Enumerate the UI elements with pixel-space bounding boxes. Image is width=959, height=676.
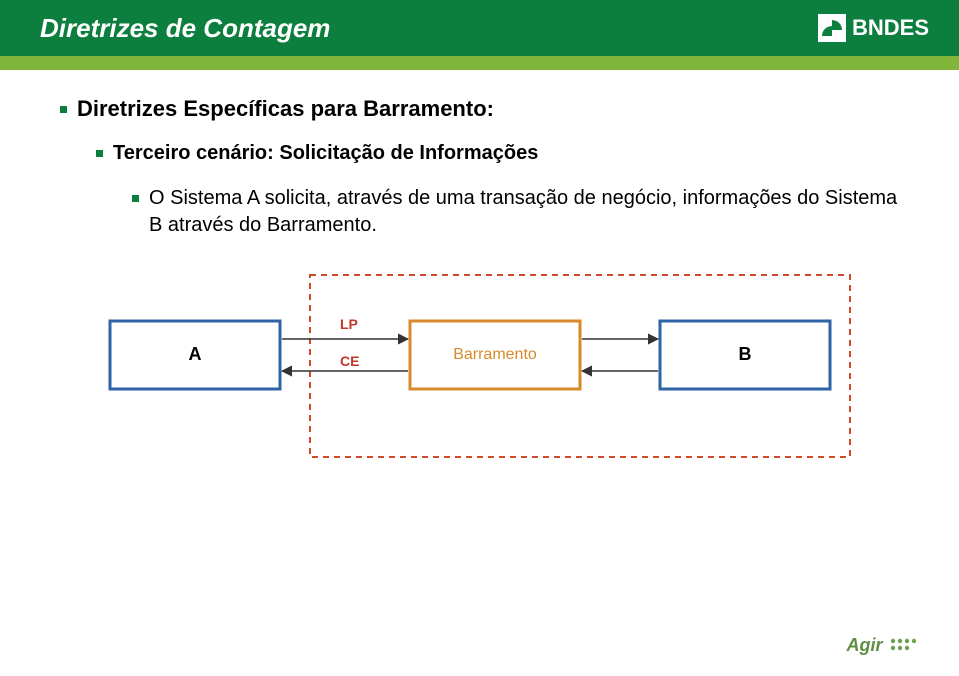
bullet-level2-text: Terceiro cenário: Solicitação de Informa… [113, 140, 538, 167]
agir-dots-icon [889, 635, 925, 653]
page-title: Diretrizes de Contagem [40, 13, 330, 44]
bullet-square-icon [60, 106, 67, 113]
header-bar: Diretrizes de Contagem BNDES [0, 0, 959, 56]
bullet-level3-text: O Sistema A solicita, através de uma tra… [149, 185, 899, 239]
content-area: Diretrizes Específicas para Barramento: … [0, 70, 959, 469]
agir-logo: Agir [847, 635, 925, 656]
bullet-level1: Diretrizes Específicas para Barramento: [60, 96, 899, 122]
svg-text:Barramento: Barramento [453, 346, 537, 363]
header-subbar [0, 56, 959, 70]
diagram: LP CE A Barramento B [100, 269, 860, 469]
svg-text:B: B [738, 344, 751, 364]
svg-text:A: A [188, 344, 201, 364]
bullet-square-icon [96, 150, 103, 157]
bullet-level2: Terceiro cenário: Solicitação de Informa… [96, 140, 899, 167]
svg-text:LP: LP [340, 316, 358, 332]
bullet-level3: O Sistema A solicita, através de uma tra… [132, 185, 899, 239]
bndes-icon [818, 14, 846, 42]
bndes-logo: BNDES [818, 14, 929, 42]
bullet-level1-text: Diretrizes Específicas para Barramento: [77, 96, 494, 122]
agir-logo-text: Agir [847, 635, 883, 655]
bndes-logo-text: BNDES [852, 15, 929, 41]
bullet-square-icon [132, 195, 139, 202]
svg-text:CE: CE [340, 353, 359, 369]
diagram-svg: LP CE A Barramento B [100, 269, 860, 469]
